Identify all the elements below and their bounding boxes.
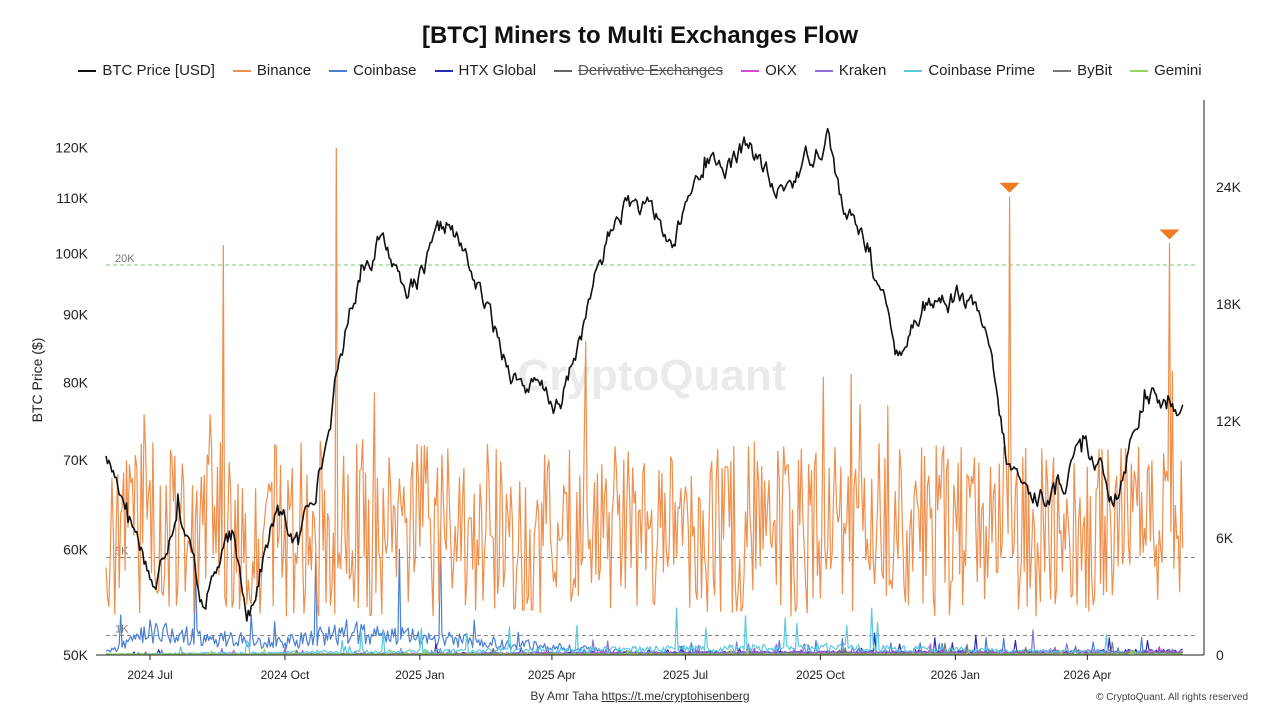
author-text: By Amr Taha bbox=[530, 689, 599, 703]
legend-swatch bbox=[1053, 69, 1072, 72]
legend-item-okx[interactable]: OKX bbox=[741, 62, 797, 79]
legend-item-coinbase-prime[interactable]: Coinbase Prime bbox=[904, 62, 1035, 79]
legend: BTC Price [USD] Binance Coinbase HTX Global… bbox=[0, 62, 1280, 79]
legend-swatch bbox=[78, 69, 97, 72]
y-left-tick-label: 80K bbox=[63, 375, 89, 391]
y-right-tick-label: 6K bbox=[1216, 530, 1234, 546]
x-tick-label: 2025 Jul bbox=[663, 668, 708, 682]
legend-swatch bbox=[904, 69, 923, 72]
legend-swatch bbox=[1130, 69, 1149, 72]
y-right-tick-label: 12K bbox=[1216, 413, 1242, 429]
reference-line-label: 20K bbox=[115, 253, 135, 265]
legend-label: Gemini bbox=[1154, 62, 1202, 79]
legend-label: Coinbase bbox=[353, 62, 417, 79]
x-tick-label: 2026 Jan bbox=[931, 668, 980, 682]
x-tick-label: 2025 Oct bbox=[796, 668, 845, 682]
y-right-tick-label: 18K bbox=[1216, 296, 1242, 312]
series-line-coinbase bbox=[105, 530, 1184, 655]
y-left-tick-label: 100K bbox=[55, 245, 88, 261]
legend-item-bybit[interactable]: ByBit bbox=[1053, 62, 1112, 79]
peak-marker-triangle bbox=[1159, 229, 1180, 240]
reference-line-label: 5K bbox=[115, 546, 129, 558]
peak-marker-triangle bbox=[999, 182, 1020, 193]
watermark: CryptoQuant bbox=[518, 351, 787, 400]
y-right-tick-label: 0 bbox=[1216, 647, 1224, 663]
y-left-tick-label: 50K bbox=[63, 647, 89, 663]
legend-label: Kraken bbox=[838, 62, 887, 79]
y-left-tick-label: 110K bbox=[56, 190, 88, 206]
legend-item-coinbase[interactable]: Coinbase bbox=[329, 62, 417, 79]
x-tick-label: 2024 Jul bbox=[127, 668, 172, 682]
x-tick-label: 2026 Apr bbox=[1063, 668, 1111, 682]
x-tick-label: 2025 Jan bbox=[395, 668, 444, 682]
legend-item-kraken[interactable]: Kraken bbox=[814, 62, 887, 79]
footer-copyright: © CryptoQuant. All rights reserved bbox=[1096, 692, 1248, 703]
footer-author: By Amr Taha https://t.me/cryptohisenberg bbox=[0, 689, 1280, 703]
legend-swatch bbox=[329, 69, 348, 72]
x-tick-label: 2025 Apr bbox=[528, 668, 576, 682]
legend-item-derivative-exchanges[interactable]: Derivative Exchanges bbox=[554, 62, 723, 79]
series-line-btc-price-usd bbox=[105, 127, 1184, 622]
legend-item-gemini[interactable]: Gemini bbox=[1130, 62, 1202, 79]
y-axis-left-label: BTC Price ($) bbox=[29, 338, 45, 423]
y-left-tick-label: 70K bbox=[63, 452, 89, 468]
legend-label: Binance bbox=[256, 62, 312, 79]
legend-label: Derivative Exchanges bbox=[578, 62, 724, 79]
legend-item-binance[interactable]: Binance bbox=[232, 62, 312, 79]
legend-swatch bbox=[554, 69, 573, 72]
legend-swatch bbox=[434, 69, 453, 72]
author-link[interactable]: https://t.me/cryptohisenberg bbox=[601, 689, 750, 703]
legend-label: ByBit bbox=[1077, 62, 1113, 79]
y-left-tick-label: 120K bbox=[55, 140, 88, 156]
legend-label: OKX bbox=[765, 62, 797, 79]
legend-label: Coinbase Prime bbox=[928, 62, 1036, 79]
x-tick-label: 2024 Oct bbox=[261, 668, 310, 682]
legend-item-htx-global[interactable]: HTX Global bbox=[434, 62, 537, 79]
series-line-coinbase-prime bbox=[105, 607, 1183, 656]
legend-swatch bbox=[814, 69, 833, 72]
legend-label: BTC Price [USD] bbox=[102, 62, 215, 79]
legend-label: HTX Global bbox=[458, 62, 537, 79]
legend-swatch bbox=[232, 69, 251, 72]
series-line-binance bbox=[105, 147, 1184, 617]
reference-line-label: 1K bbox=[115, 624, 129, 636]
legend-item-btc-price-usd[interactable]: BTC Price [USD] bbox=[78, 62, 215, 79]
chart-title: [BTC] Miners to Multi Exchanges Flow bbox=[421, 22, 859, 49]
y-right-tick-label: 24K bbox=[1216, 179, 1242, 195]
y-left-tick-label: 90K bbox=[63, 306, 89, 322]
legend-swatch bbox=[741, 69, 760, 72]
y-left-tick-label: 60K bbox=[63, 541, 89, 557]
